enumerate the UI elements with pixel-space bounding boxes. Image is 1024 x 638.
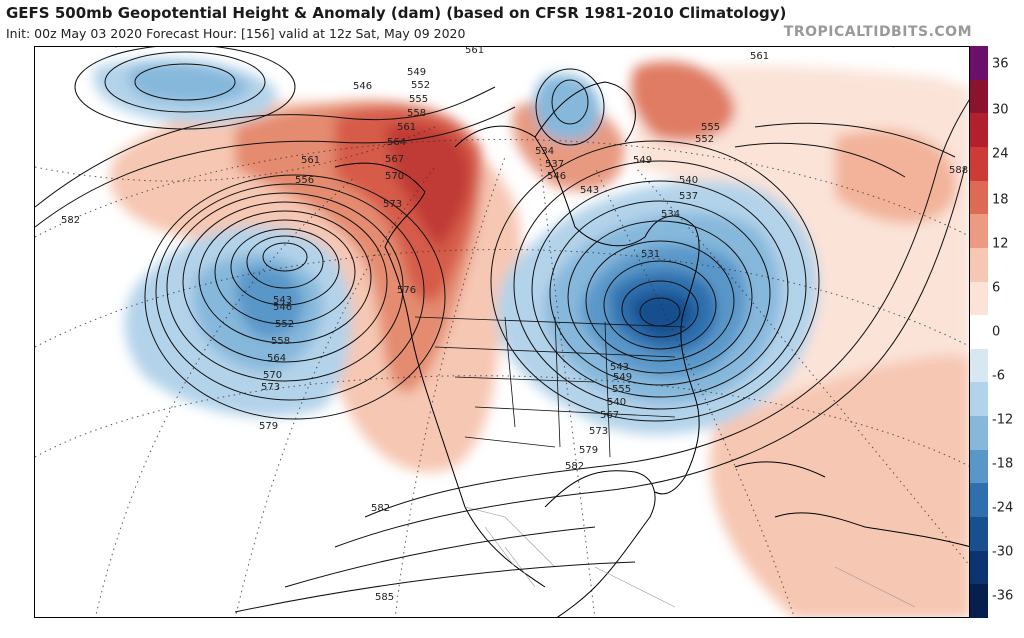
colorbar-label: 30 <box>992 102 1009 118</box>
contour-label: 546 <box>353 81 372 92</box>
colorbar-swatch <box>970 214 988 249</box>
contour-label: 537 <box>679 191 698 202</box>
contour-label: 556 <box>295 175 314 186</box>
contour-label: 543 <box>273 295 292 306</box>
contour-label: 546 <box>273 302 292 313</box>
mexico-borders <box>464 506 916 608</box>
contour-label: 579 <box>579 445 598 456</box>
contour-label: 567 <box>600 410 619 421</box>
contour-label: 537 <box>545 159 564 170</box>
colorbar-swatch <box>970 348 988 383</box>
colorbar-swatch <box>970 584 988 619</box>
contour-label: 552 <box>411 80 430 91</box>
contour-label: 567 <box>385 154 404 165</box>
colorbar-label: -12 <box>992 412 1014 428</box>
colorbar-label: -36 <box>992 588 1014 604</box>
colorbar-label: -24 <box>992 500 1014 516</box>
contour-label: 561 <box>465 47 484 56</box>
contour-label: 570 <box>263 370 282 381</box>
state-borders <box>414 316 686 458</box>
colorbar-label: -18 <box>992 456 1014 472</box>
contour-label: 573 <box>261 382 280 393</box>
colorbar-label: -30 <box>992 544 1014 560</box>
contour-label: 561 <box>750 51 769 62</box>
contour-label: 555 <box>409 94 428 105</box>
colorbar-label: 18 <box>992 192 1009 208</box>
contour-label: 573 <box>589 426 608 437</box>
anomaly-map: 561 561 546 549 552 555 558 561 564 567 … <box>34 46 970 618</box>
contour-label: 543 <box>610 362 629 373</box>
contour-label: 549 <box>407 67 426 78</box>
colorbar-label: 6 <box>992 280 1001 296</box>
contour-label: 564 <box>267 353 286 364</box>
contour-label: 531 <box>641 249 660 260</box>
contour-label: 555 <box>701 122 720 133</box>
colorbar-swatch <box>970 315 988 350</box>
colorbar-swatch <box>970 382 988 417</box>
latlon-grid <box>35 47 969 617</box>
colorbar-label: 36 <box>992 56 1009 72</box>
contour-label: 561 <box>301 155 320 166</box>
contour-label: 558 <box>407 108 426 119</box>
contour-label: 549 <box>633 155 652 166</box>
chart-title: GEFS 500mb Geopotential Height & Anomaly… <box>6 4 787 22</box>
contour-label: 552 <box>275 319 294 330</box>
contour-label: 576 <box>397 285 416 296</box>
brand-watermark: TROPICALTIDBITS.COM <box>783 24 972 40</box>
contour-label: 579 <box>259 421 278 432</box>
contour-label: 588 <box>949 165 968 176</box>
contour-label: 561 <box>397 122 416 133</box>
contour-label: 552 <box>695 134 714 145</box>
colorbar-swatch <box>970 146 988 182</box>
contour-label: 585 <box>375 592 394 603</box>
map-canvas: 561 561 546 549 552 555 558 561 564 567 … <box>35 47 969 617</box>
contour-label: 549 <box>613 372 632 383</box>
colorbar-swatch <box>970 180 988 215</box>
colorbar-label: 12 <box>992 236 1009 252</box>
colorbar-label: 0 <box>992 324 1001 340</box>
contour-label: 555 <box>612 384 631 395</box>
anomaly-colorbar: 36 30 24 18 12 6 0 -6 -12 -18 -24 -30 -3… <box>970 46 1024 619</box>
colorbar-swatch <box>970 550 988 585</box>
contour-label: 546 <box>547 171 566 182</box>
chart-subtitle: Init: 00z May 03 2020 Forecast Hour: [15… <box>6 26 466 41</box>
contour-label: 540 <box>607 397 626 408</box>
contour-label: 582 <box>565 461 584 472</box>
colorbar-swatch <box>970 483 988 518</box>
colorbar-swatch <box>970 281 988 316</box>
colorbar-swatch <box>970 449 988 484</box>
contour-label: 570 <box>385 171 404 182</box>
contour-label: 534 <box>661 209 680 220</box>
colorbar-label: 24 <box>992 146 1009 162</box>
contour-label: 582 <box>371 503 390 514</box>
colorbar-swatch <box>970 46 988 81</box>
contour-label: 558 <box>271 336 290 347</box>
contour-labels: 561 561 546 549 552 555 558 561 564 567 … <box>61 47 968 603</box>
colorbar-label: -6 <box>992 368 1005 384</box>
contour-label: 534 <box>535 146 554 157</box>
contour-label: 543 <box>580 185 599 196</box>
contour-label: 573 <box>383 199 402 210</box>
header: GEFS 500mb Geopotential Height & Anomaly… <box>0 0 1024 46</box>
colorbar-swatch <box>970 416 988 451</box>
colorbar-swatch <box>970 79 988 114</box>
contour-label: 540 <box>679 175 698 186</box>
contour-label: 564 <box>387 137 406 148</box>
contour-label: 582 <box>61 215 80 226</box>
colorbar-swatch <box>970 113 988 148</box>
colorbar-swatch <box>970 517 988 552</box>
colorbar-swatch <box>970 247 988 283</box>
height-contours <box>35 47 969 613</box>
